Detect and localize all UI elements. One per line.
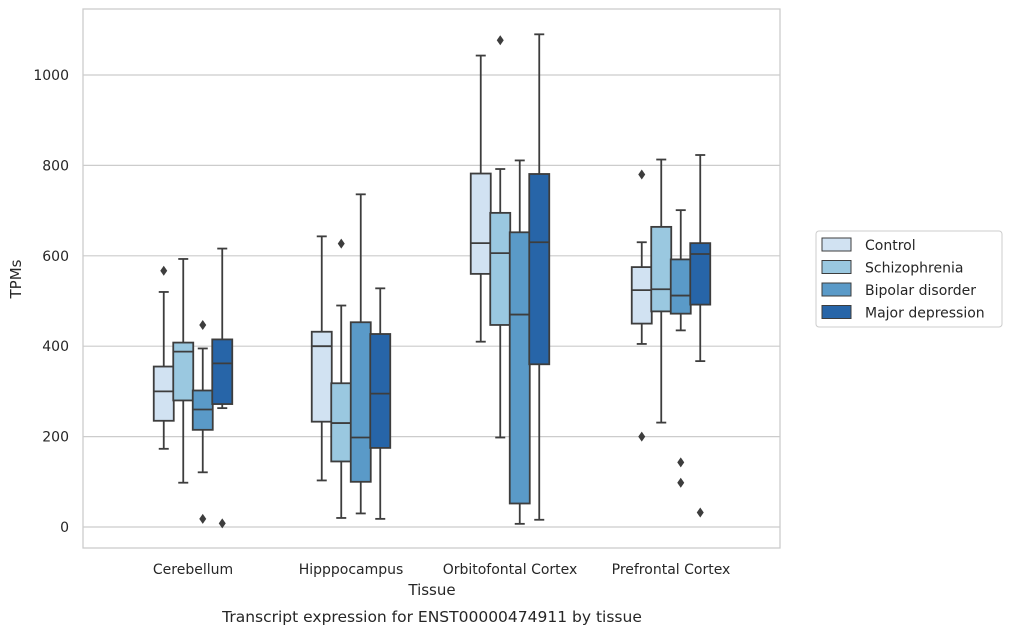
box-body [152,365,175,422]
chart-caption: Transcript expression for ENST0000047491… [221,608,642,626]
box-control-2 [469,54,492,343]
box-body [211,338,234,405]
flier-point-1 [199,513,207,524]
y-tick-label-200: 200 [42,430,69,446]
legend: Control Schizophrenia Bipolar disorder Majo… [815,230,1003,328]
box-body [469,172,492,275]
legend-label-1: Schizophrenia [865,261,963,277]
y-tick-label-600: 600 [42,249,69,265]
legend-swatch-2 [821,282,852,297]
legend-swatch-0 [821,237,852,252]
plot-frame [82,8,781,549]
flier-point-0 [677,457,685,468]
box-body [369,333,392,449]
box-major-depression-1 [369,287,392,520]
x-axis-label: Tissue [407,581,455,599]
y-tick-label-1000: 1000 [33,68,69,84]
box-body [349,321,372,483]
gridlines [83,74,780,528]
box-body [669,258,692,315]
box-bipolar-disorder-0 [191,319,214,524]
box-body [650,225,673,313]
y-tick-label-400: 400 [42,339,69,355]
flier-point-0 [337,238,345,249]
box-schizophrenia-3 [650,158,673,424]
flier-point-0 [199,319,207,330]
boxes [152,33,712,529]
box-body [489,211,512,326]
box-major-depression-2 [528,33,551,521]
flier-point-0 [496,35,504,46]
legend-label-2: Bipolar disorder [865,283,976,299]
legend-label-0: Control [865,238,916,254]
y-axis-label: TPMs [7,259,25,299]
x-tick-label-3: Prefrontal Cortex [612,562,731,578]
legend-frame [815,230,1003,328]
box-bipolar-disorder-1 [349,193,372,515]
flier-point-1 [638,431,646,442]
box-body [689,242,712,306]
box-major-depression-0 [211,247,234,529]
y-tick-label-800: 800 [42,158,69,174]
box-bipolar-disorder-2 [508,159,531,525]
box-control-1 [310,235,333,482]
box-schizophrenia-2 [489,35,512,439]
box-body [528,173,551,366]
legend-label-3: Major depression [865,306,985,322]
x-tick-label-1: Hipppocampus [299,562,404,578]
x-tick-labels: Cerebellum Hipppocampus Orbitofontal Corte… [153,562,730,578]
box-bipolar-disorder-3 [669,209,692,488]
x-tick-label-2: Orbitofontal Cortex [443,562,578,578]
y-tick-label-0: 0 [60,520,69,536]
flier-point-0 [638,169,646,180]
legend-swatch-3 [821,305,852,319]
box-major-depression-3 [689,154,712,518]
box-body [630,266,653,325]
box-body [172,341,195,402]
flier-point-0 [218,518,226,529]
box-schizophrenia-0 [172,258,195,484]
legend-swatch-1 [821,260,852,274]
box-body [508,231,531,505]
y-tick-labels: 0 200 400 600 800 1000 [33,68,69,536]
flier-point-1 [677,477,685,488]
x-tick-label-0: Cerebellum [153,562,233,578]
flier-point-0 [696,507,704,518]
box-control-0 [152,265,175,450]
flier-point-0 [160,265,168,276]
box-body [310,330,333,423]
